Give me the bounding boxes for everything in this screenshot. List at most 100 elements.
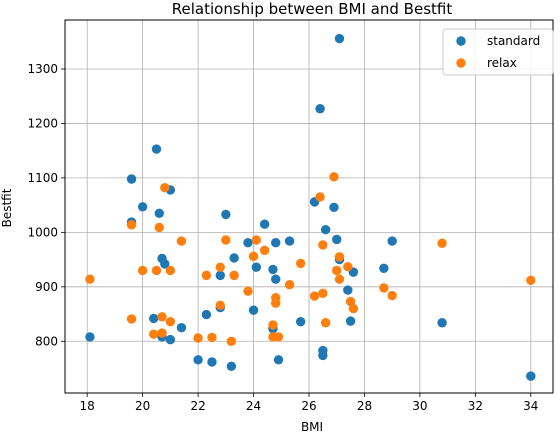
y-tick-label: 1000 (27, 225, 58, 239)
data-point-relax (318, 288, 328, 299)
data-point-relax (207, 332, 217, 343)
data-point-relax (284, 279, 295, 290)
data-point-relax (259, 245, 270, 256)
data-point-standard (343, 285, 353, 295)
x-tick-label: 30 (412, 399, 427, 413)
data-point-standard (437, 318, 447, 328)
data-point-standard (271, 238, 281, 248)
data-point-relax (229, 270, 239, 281)
y-tick-label: 1100 (27, 171, 58, 185)
data-point-standard (85, 332, 95, 342)
data-point-relax (193, 333, 203, 343)
data-point-standard (273, 355, 284, 365)
x-axis-label: BMI (301, 420, 323, 434)
data-point-relax (332, 265, 342, 276)
y-axis-label: Bestfit (0, 188, 14, 227)
data-point-relax (437, 238, 447, 248)
data-point-relax (126, 314, 137, 324)
y-tick-label: 1200 (27, 116, 58, 130)
data-point-standard (248, 305, 259, 315)
data-point-relax (176, 236, 187, 246)
data-point-relax (201, 270, 212, 281)
data-point-standard (295, 316, 306, 327)
data-point-standard (329, 202, 339, 213)
x-tick-label: 26 (301, 399, 316, 413)
data-point-relax (165, 265, 176, 276)
data-point-standard (149, 313, 159, 324)
data-point-standard (387, 236, 397, 246)
data-point-standard (243, 238, 253, 248)
data-point-relax (387, 290, 397, 301)
data-point-relax (295, 258, 306, 269)
data-point-standard (315, 104, 325, 114)
data-point-standard (345, 316, 356, 326)
data-point-standard (151, 144, 162, 154)
data-point-standard (176, 322, 187, 333)
data-point-relax (268, 320, 278, 330)
data-point-standard (165, 334, 176, 345)
grid-lines (65, 20, 553, 393)
data-points (85, 33, 536, 381)
legend-marker-relax (456, 58, 466, 68)
x-tick-label: 24 (246, 399, 261, 413)
data-point-relax (329, 172, 339, 182)
y-tick-label: 800 (35, 334, 58, 348)
data-point-standard (268, 264, 278, 275)
legend: standard relax (442, 28, 554, 76)
data-point-relax (379, 283, 389, 293)
data-point-relax (154, 222, 164, 233)
data-point-standard (318, 350, 328, 361)
data-point-relax (343, 261, 353, 272)
data-point-relax (126, 220, 137, 230)
data-point-relax (251, 235, 262, 245)
data-point-standard (332, 234, 342, 245)
data-point-standard (229, 253, 239, 263)
data-point-relax (85, 274, 95, 284)
axis-ticks: 18 20 22 24 26 28 30 32 34 800 900 1000 1100 1200 1300 (27, 62, 538, 413)
data-point-standard (259, 219, 270, 229)
data-point-standard (526, 371, 536, 381)
x-tick-label: 32 (468, 399, 483, 413)
y-tick-label: 900 (35, 280, 58, 294)
legend-label-standard: standard (487, 34, 540, 48)
legend-box (442, 28, 554, 76)
x-tick-label: 18 (80, 399, 95, 413)
data-point-relax (157, 312, 167, 322)
data-point-standard (193, 355, 203, 365)
data-point-standard (251, 262, 262, 272)
chart-title: Relationship between BMI and Bestfit (172, 0, 453, 18)
data-point-relax (271, 298, 281, 308)
data-point-relax (318, 240, 328, 250)
data-point-relax (215, 300, 225, 311)
data-point-relax (273, 332, 284, 342)
y-tick-label: 1300 (27, 62, 58, 76)
data-point-relax (345, 296, 356, 307)
data-point-relax (165, 316, 176, 327)
data-point-standard (154, 208, 164, 219)
data-point-relax (309, 291, 320, 301)
data-point-relax (226, 336, 237, 346)
data-point-relax (320, 318, 331, 328)
data-point-relax (334, 274, 345, 284)
data-point-relax (248, 251, 259, 262)
data-point-relax (348, 303, 359, 314)
data-point-standard (126, 174, 137, 184)
legend-label-relax: relax (487, 56, 517, 70)
data-point-standard (137, 202, 148, 212)
data-point-relax (243, 286, 253, 296)
data-point-relax (334, 252, 345, 262)
data-point-standard (320, 224, 331, 235)
data-point-relax (157, 328, 167, 338)
legend-marker-standard (456, 36, 466, 46)
data-point-relax (315, 192, 325, 202)
x-tick-label: 28 (357, 399, 372, 413)
data-point-relax (221, 235, 231, 245)
data-point-relax (215, 262, 225, 272)
data-point-relax (526, 275, 536, 285)
data-point-standard (379, 263, 389, 274)
data-point-relax (137, 265, 148, 276)
data-point-standard (284, 236, 295, 246)
data-point-relax (149, 329, 159, 339)
data-point-standard (201, 309, 212, 320)
